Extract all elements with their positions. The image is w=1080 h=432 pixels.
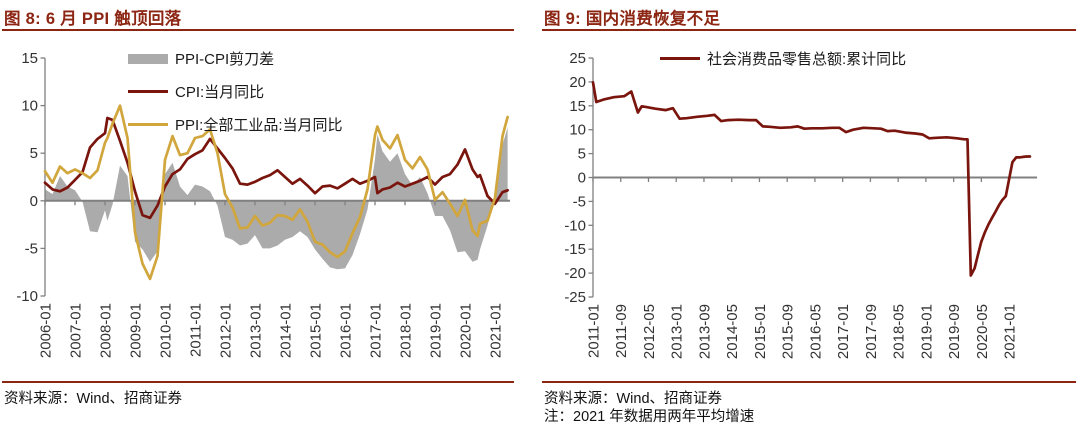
svg-text:-20: -20 [564, 265, 586, 282]
svg-text:2020-05: 2020-05 [974, 304, 991, 359]
figure-9-note-text: 注：2021 年数据用两年平均增速 [544, 409, 755, 425]
figure-8-title-rule [2, 29, 514, 31]
legend-label: 社会消费品零售总额:累计同比 [707, 51, 907, 68]
area-swatch-icon [128, 53, 168, 64]
svg-text:2009-01: 2009-01 [128, 303, 145, 358]
svg-text:2019-09: 2019-09 [946, 304, 963, 359]
figure-9-title-rule [542, 29, 1076, 31]
svg-text:2021-01: 2021-01 [488, 303, 505, 358]
svg-text:15: 15 [569, 98, 586, 115]
line-swatch-icon [128, 89, 168, 94]
svg-text:2019-01: 2019-01 [428, 303, 445, 358]
svg-text:2011-01: 2011-01 [586, 304, 603, 358]
svg-text:2016-05: 2016-05 [807, 304, 824, 359]
svg-text:2012-05: 2012-05 [641, 304, 658, 359]
figure-9-title: 图 9: 国内消费恢复不足 [544, 10, 721, 28]
figure-9-legend: 社会消费品零售总额:累计同比 [660, 48, 906, 81]
svg-text:2018-05: 2018-05 [891, 304, 908, 359]
svg-text:2007-01: 2007-01 [68, 303, 85, 358]
svg-text:25: 25 [569, 50, 586, 67]
svg-text:2006-01: 2006-01 [38, 303, 55, 358]
svg-text:2011-09: 2011-09 [613, 304, 630, 358]
svg-text:15: 15 [21, 50, 38, 67]
svg-text:2012-01: 2012-01 [218, 303, 235, 358]
figure-8-source-rule [2, 381, 514, 383]
svg-text:-15: -15 [564, 241, 586, 258]
line-swatch-icon [128, 122, 168, 127]
svg-text:2011-01: 2011-01 [188, 303, 205, 357]
svg-text:2013-01: 2013-01 [248, 303, 265, 358]
svg-text:2015-09: 2015-09 [780, 304, 797, 359]
svg-text:-10: -10 [564, 217, 586, 234]
svg-text:2013-01: 2013-01 [669, 304, 686, 359]
legend-label: CPI:当月同比 [175, 84, 265, 101]
svg-text:2021-01: 2021-01 [1002, 304, 1019, 359]
svg-text:2008-01: 2008-01 [98, 303, 115, 358]
svg-text:-5: -5 [573, 193, 586, 210]
figure-8-panel: 图 8: 6 月 PPI 触顶回落 PPI-CPI剪刀差 CPI:当月同比 PP… [0, 0, 520, 432]
figure-9-source-text: 资料来源：Wind、招商证券 [544, 391, 723, 407]
svg-text:2020-01: 2020-01 [458, 303, 475, 358]
svg-text:10: 10 [569, 122, 586, 139]
svg-text:2018-01: 2018-01 [398, 303, 415, 358]
legend-item-cpi: CPI:当月同比 [128, 81, 343, 102]
svg-text:20: 20 [569, 74, 586, 91]
svg-text:2017-01: 2017-01 [835, 304, 852, 359]
svg-text:2010-01: 2010-01 [158, 303, 175, 358]
svg-text:5: 5 [30, 145, 38, 162]
svg-text:2015-01: 2015-01 [752, 304, 769, 359]
line-swatch-icon [660, 56, 700, 61]
figure-8-legend: PPI-CPI剪刀差 CPI:当月同比 PPI:全部工业品:当月同比 [128, 48, 343, 147]
figure-9-source-rule [542, 381, 1076, 383]
svg-text:0: 0 [578, 170, 586, 187]
svg-text:2015-01: 2015-01 [308, 303, 325, 358]
svg-text:10: 10 [21, 98, 38, 115]
legend-label: PPI-CPI剪刀差 [175, 51, 275, 68]
legend-item-ppi: PPI:全部工业品:当月同比 [128, 114, 343, 135]
svg-text:2014-01: 2014-01 [278, 303, 295, 358]
figure-9-panel: 图 9: 国内消费恢复不足 社会消费品零售总额:累计同比 25 20 15 10 5 0 -… [540, 0, 1080, 432]
figure-8-title: 图 8: 6 月 PPI 触顶回落 [4, 10, 182, 28]
svg-text:2017-01: 2017-01 [368, 303, 385, 358]
svg-text:-5: -5 [25, 240, 38, 257]
legend-item-retail-sales: 社会消费品零售总额:累计同比 [660, 48, 906, 69]
svg-text:2017-09: 2017-09 [863, 304, 880, 359]
svg-text:-25: -25 [564, 289, 586, 306]
svg-text:0: 0 [30, 193, 38, 210]
svg-text:5: 5 [578, 146, 586, 163]
svg-text:2019-01: 2019-01 [918, 304, 935, 359]
figure-8-source-text: 资料来源：Wind、招商证券 [4, 391, 183, 407]
legend-item-scissors-gap: PPI-CPI剪刀差 [128, 48, 343, 69]
legend-label: PPI:全部工业品:当月同比 [175, 117, 343, 134]
svg-text:2014-05: 2014-05 [724, 304, 741, 359]
svg-text:2016-01: 2016-01 [338, 303, 355, 358]
svg-text:2013-09: 2013-09 [696, 304, 713, 359]
svg-text:-10: -10 [16, 288, 38, 305]
